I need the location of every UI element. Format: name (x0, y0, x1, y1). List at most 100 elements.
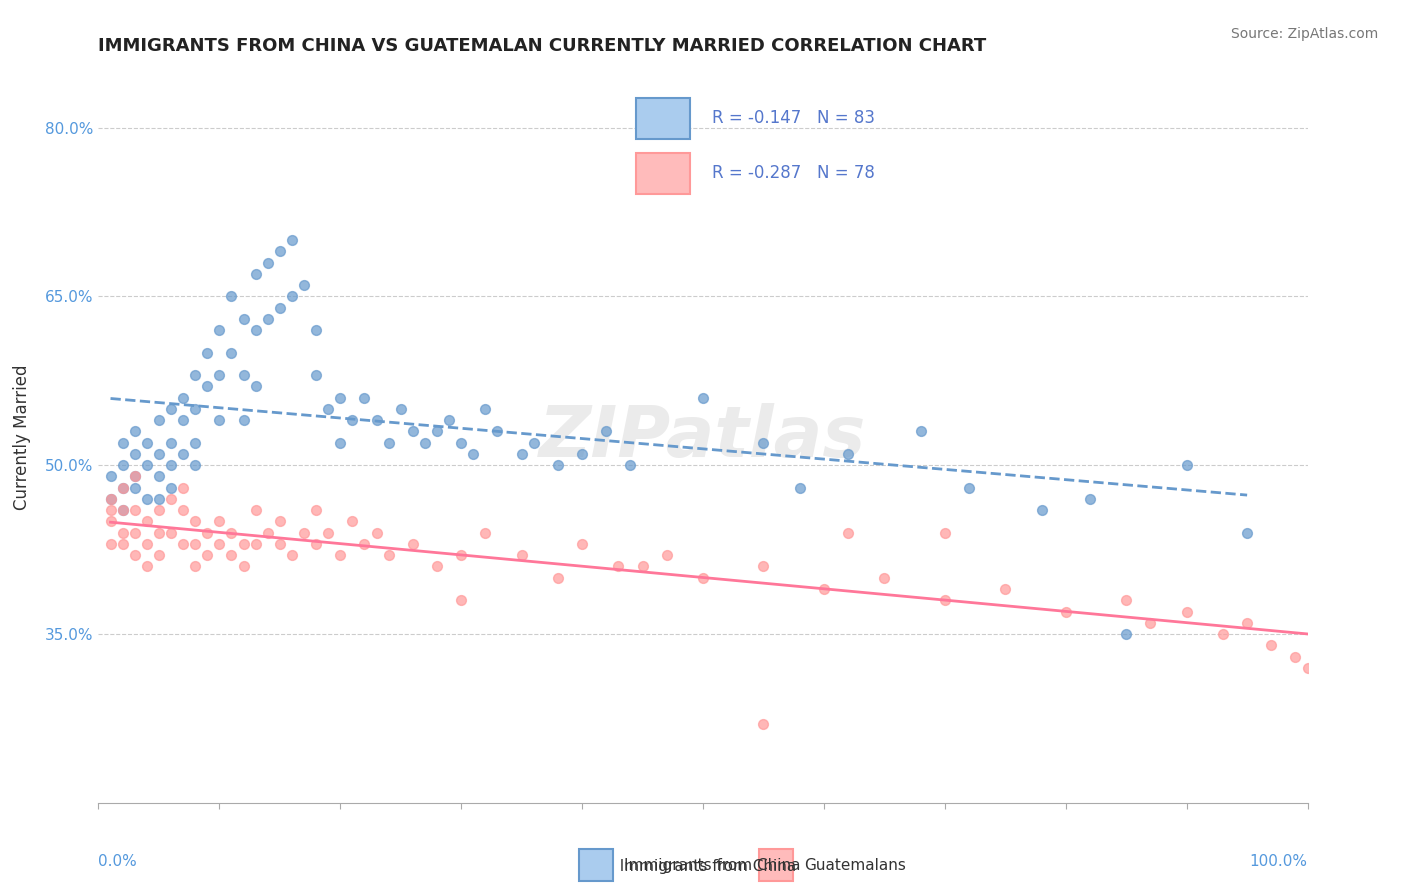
Point (208, 323, 231, 337)
Point (172, 391, 194, 405)
Point (437, 413, 460, 427)
Point (256, 312, 278, 326)
Point (402, 425, 425, 439)
Point (124, 503, 146, 517)
Point (135, 491, 157, 506)
Point (172, 537, 194, 551)
Point (184, 515, 207, 529)
Point (281, 289, 304, 303)
Point (172, 481, 194, 495)
Point (292, 278, 315, 293)
Point (450, 548, 472, 562)
Point (631, 559, 654, 574)
Point (208, 515, 231, 529)
Point (148, 413, 170, 427)
Point (100, 491, 122, 506)
Point (124, 469, 146, 483)
Point (402, 537, 425, 551)
Point (1284, 649, 1306, 664)
Point (1115, 627, 1137, 641)
Point (486, 425, 509, 439)
Point (245, 503, 267, 517)
Point (1175, 605, 1198, 619)
Point (184, 435, 207, 450)
Point (160, 481, 183, 495)
FancyBboxPatch shape (579, 849, 613, 881)
Point (208, 537, 231, 551)
Point (377, 548, 399, 562)
Point (135, 559, 157, 574)
Point (221, 548, 243, 562)
Text: Immigrants from China: Immigrants from China (610, 859, 796, 874)
Text: ZIPatlas: ZIPatlas (540, 402, 866, 472)
Point (135, 435, 157, 450)
Point (160, 401, 183, 416)
Y-axis label: Currently Married: Currently Married (13, 364, 31, 510)
Point (389, 401, 412, 416)
Point (269, 515, 291, 529)
Point (752, 435, 775, 450)
Point (148, 491, 170, 506)
Point (269, 301, 291, 315)
Point (813, 582, 835, 596)
Point (124, 425, 146, 439)
Point (221, 345, 243, 359)
Point (692, 571, 714, 585)
Point (221, 525, 243, 540)
Point (450, 435, 472, 450)
Point (523, 435, 546, 450)
Point (195, 548, 218, 562)
Point (221, 289, 243, 303)
Point (873, 571, 896, 585)
Point (655, 548, 678, 562)
Point (994, 582, 1017, 596)
Point (111, 458, 134, 473)
Point (342, 413, 364, 427)
Point (111, 435, 134, 450)
Point (184, 401, 207, 416)
Point (111, 503, 134, 517)
Point (184, 458, 207, 473)
Point (837, 447, 859, 461)
Point (329, 548, 352, 562)
Point (111, 481, 134, 495)
FancyBboxPatch shape (759, 849, 793, 881)
Point (232, 368, 254, 383)
Point (245, 379, 267, 393)
Point (463, 447, 485, 461)
Point (208, 368, 231, 383)
Point (281, 233, 304, 247)
Point (305, 323, 328, 337)
Point (510, 447, 533, 461)
Point (353, 537, 375, 551)
Point (1175, 458, 1198, 473)
Point (1031, 503, 1053, 517)
Text: Immigrants from China: Immigrants from China (624, 858, 801, 872)
Text: 0.0%: 0.0% (98, 854, 138, 869)
Point (595, 425, 617, 439)
Point (910, 425, 932, 439)
Point (281, 548, 304, 562)
Point (148, 525, 170, 540)
Point (547, 458, 569, 473)
Point (245, 267, 267, 281)
Point (619, 458, 641, 473)
Point (245, 537, 267, 551)
Point (148, 447, 170, 461)
Point (547, 571, 569, 585)
Point (232, 559, 254, 574)
Point (184, 537, 207, 551)
Text: Source: ZipAtlas.com: Source: ZipAtlas.com (1230, 27, 1378, 41)
Point (510, 548, 533, 562)
Point (135, 537, 157, 551)
Point (195, 525, 218, 540)
Point (111, 481, 134, 495)
Point (111, 537, 134, 551)
Point (305, 368, 328, 383)
Point (1212, 627, 1234, 641)
Point (269, 537, 291, 551)
Point (100, 537, 122, 551)
Point (184, 368, 207, 383)
Point (1236, 525, 1258, 540)
Text: IMMIGRANTS FROM CHINA VS GUATEMALAN CURRENTLY MARRIED CORRELATION CHART: IMMIGRANTS FROM CHINA VS GUATEMALAN CURR… (98, 37, 987, 54)
